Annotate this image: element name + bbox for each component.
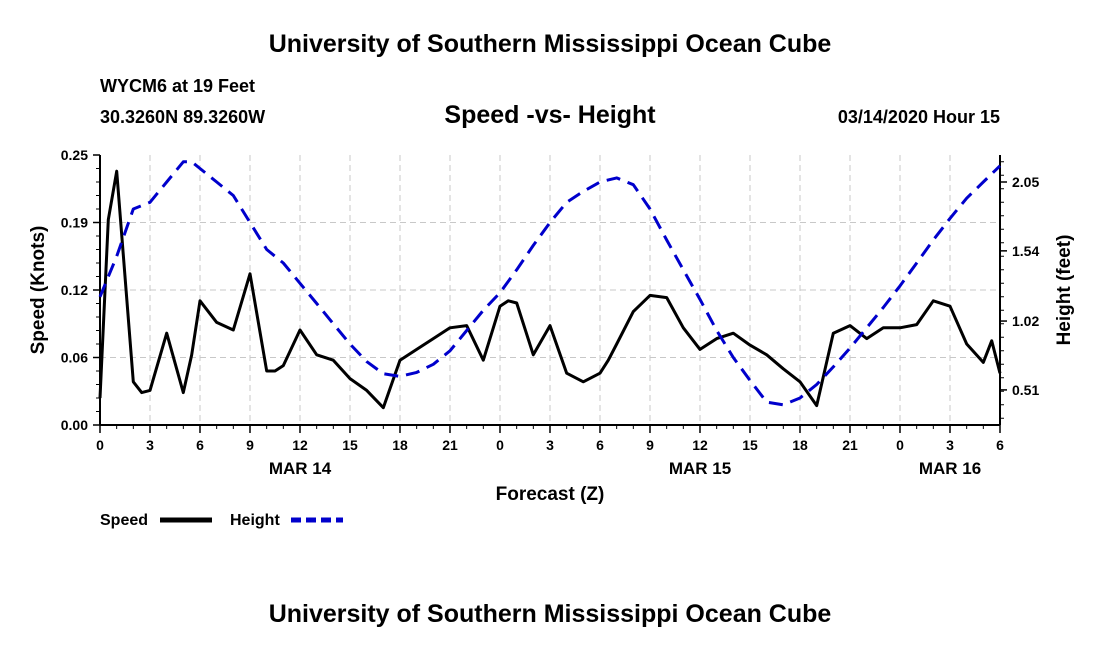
chart-title: Speed -vs- Height bbox=[444, 101, 656, 129]
y-tick-label: 0.19 bbox=[61, 215, 88, 231]
x-tick-label: 18 bbox=[792, 437, 808, 453]
page-title: University of Southern Mississippi Ocean… bbox=[268, 30, 832, 58]
x-tick-label: 0 bbox=[896, 437, 904, 453]
y2-tick-label: 0.51 bbox=[1012, 382, 1039, 398]
height-series-line bbox=[98, 160, 1002, 407]
x-tick-label: 9 bbox=[646, 437, 654, 453]
x-tick-label: 3 bbox=[546, 437, 554, 453]
x-axis-title: Forecast (Z) bbox=[496, 484, 605, 505]
legend-label-height: Height bbox=[230, 512, 280, 529]
x-tick-label: 15 bbox=[742, 437, 758, 453]
station-label: WYCM6 at 19 Feet bbox=[100, 76, 256, 96]
y2-tick-label: 2.05 bbox=[1012, 174, 1039, 190]
footer-title: University of Southern Mississippi Ocean… bbox=[268, 600, 832, 628]
x-tick-label: 6 bbox=[196, 437, 204, 453]
datetime-label: 03/14/2020 Hour 15 bbox=[837, 107, 1000, 127]
y-axis-title: Speed (Knots) bbox=[28, 226, 49, 355]
coordinates-label: 30.3260N 89.3260W bbox=[100, 107, 266, 127]
x-tick-label: 3 bbox=[946, 437, 954, 453]
y2-tick-label: 1.54 bbox=[1012, 243, 1039, 259]
date-label: MAR 15 bbox=[669, 459, 731, 478]
x-tick-label: 6 bbox=[596, 437, 604, 453]
speed-series-line bbox=[98, 169, 1002, 410]
x-tick-label: 21 bbox=[442, 437, 458, 453]
y-tick-label: 0.00 bbox=[61, 417, 88, 433]
x-tick-label: 12 bbox=[292, 437, 308, 453]
x-tick-label: 21 bbox=[842, 437, 858, 453]
x-tick-label: 0 bbox=[496, 437, 504, 453]
x-tick-label: 0 bbox=[96, 437, 104, 453]
x-tick-label: 15 bbox=[342, 437, 358, 453]
y2-tick-label: 1.02 bbox=[1012, 313, 1039, 329]
legend-label-speed: Speed bbox=[100, 512, 148, 529]
y-tick-label: 0.06 bbox=[61, 350, 88, 366]
x-tick-label: 12 bbox=[692, 437, 708, 453]
y2-axis-title: Height (feet) bbox=[1054, 235, 1075, 346]
x-tick-label: 9 bbox=[246, 437, 254, 453]
x-tick-label: 3 bbox=[146, 437, 154, 453]
x-tick-label: 6 bbox=[996, 437, 1004, 453]
y-tick-label: 0.25 bbox=[61, 147, 88, 163]
y-tick-label: 0.12 bbox=[61, 282, 88, 298]
date-label: MAR 14 bbox=[269, 459, 332, 478]
x-tick-label: 18 bbox=[392, 437, 408, 453]
date-label: MAR 16 bbox=[919, 459, 981, 478]
